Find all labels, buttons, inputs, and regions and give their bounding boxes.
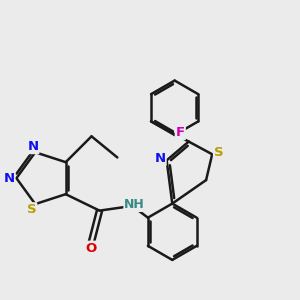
Text: NH: NH <box>124 198 145 211</box>
Text: N: N <box>27 140 38 153</box>
Text: S: S <box>27 203 36 216</box>
Text: N: N <box>3 172 14 185</box>
Text: S: S <box>214 146 224 159</box>
Text: F: F <box>176 126 185 139</box>
Text: O: O <box>85 242 97 255</box>
Text: N: N <box>154 152 166 165</box>
